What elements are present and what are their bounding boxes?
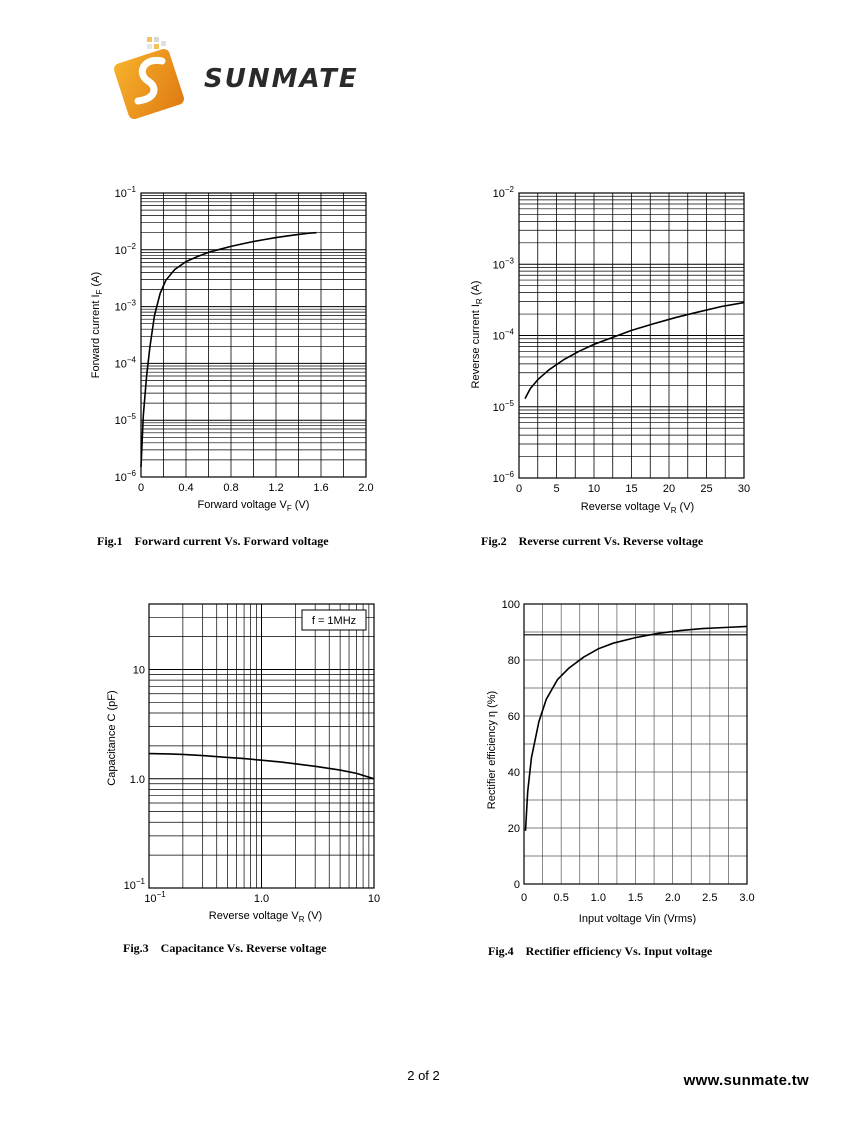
fig4-caption: Fig.4 Rectifier efficiency Vs. Input vol… (488, 944, 713, 958)
fig1-y-tick-label: 10−5 (115, 412, 137, 427)
fig3-x-tick-label: 1.0 (254, 893, 269, 905)
fig4-y-axis-label: Rectifier efficiency η (%) (486, 691, 498, 809)
fig2-y-tick-label: 10−5 (493, 399, 515, 414)
fig1-y-tick-label: 10−4 (115, 355, 137, 370)
fig2-x-tick-label: 10 (588, 483, 600, 495)
fig1-y-axis-label: Forward current IF (A) (90, 272, 104, 378)
fig3-y-axis-label: Capacitance C (pF) (106, 690, 118, 785)
fig3-caption: Fig.3 Capacitance Vs. Reverse voltage (123, 941, 327, 955)
fig1-y-tick-label: 10−1 (115, 185, 137, 200)
fig4-grid (523, 603, 748, 885)
fig3-annotation-box (301, 609, 367, 631)
fig3-frame (148, 603, 375, 889)
fig2-y-tick-label: 10−2 (493, 185, 515, 200)
fig2-y-tick-label: 10−3 (493, 256, 515, 271)
fig2-y-tick-label: 10−6 (493, 470, 515, 485)
fig2-x-tick-label: 25 (700, 483, 712, 495)
fig2-frame (518, 192, 745, 479)
fig2-caption: Fig.2 Reverse current Vs. Reverse voltag… (481, 534, 704, 548)
fig3-series-line (148, 752, 375, 780)
fig2-chart: 0 5 10 15 20 25 30 10−6 10−5 10−4 10−3 10−2 Reverse … (470, 185, 750, 515)
fig3-annotation-text: f = 1MHz (312, 615, 356, 627)
fig1-x-tick-label: 0.8 (223, 482, 238, 494)
fig3-y-tick-label: 10−1 (124, 877, 146, 892)
fig2-x-tick-label: 20 (663, 483, 675, 495)
fig4-series-line (524, 625, 748, 831)
logo-wordmark: SUNMATE (204, 64, 359, 94)
fig4-y-tick-label: 100 (502, 599, 520, 611)
fig3-x-axis-label: Reverse voltage VR (V) (209, 910, 322, 924)
fig1-y-tick-label: 10−3 (115, 299, 137, 314)
fig1-y-tick-label: 10−2 (115, 242, 137, 257)
fig1-caption: Fig.1 Forward current Vs. Forward voltag… (97, 534, 329, 548)
fig4-frame (523, 603, 748, 885)
fig4-x-tick-label: 3.0 (739, 892, 754, 904)
sunmate-logo: SUNMATE (114, 37, 359, 119)
fig2-x-tick-label: 15 (625, 483, 637, 495)
fig4-y-tick-label: 40 (508, 767, 520, 779)
fig2-x-axis-label: Reverse voltage VR (V) (581, 501, 694, 515)
fig1-grid (140, 192, 367, 478)
fig1-x-tick-label: 1.6 (313, 482, 328, 494)
fig3-chart: 10−1 1.0 10 10−1 1.0 10 Reverse voltage VR (V)… (106, 603, 380, 924)
fig4-x-tick-label: 1.5 (628, 892, 643, 904)
fig4-y-tick-label: 0 (514, 879, 520, 891)
fig1-x-tick-label: 0.4 (178, 482, 193, 494)
fig3-x-tick-label: 10 (368, 893, 380, 905)
fig4-x-axis-label: Input voltage Vin (Vrms) (579, 913, 696, 925)
fig4-x-tick-label: 0.5 (554, 892, 569, 904)
page-number: 2 of 2 (407, 1068, 440, 1083)
fig4-y-tick-label: 80 (508, 655, 520, 667)
logo-mark (114, 37, 184, 119)
fig2-y-axis-label: Reverse current IR (A) (470, 281, 484, 389)
fig3-x-tick-label: 10−1 (144, 890, 166, 905)
fig1-x-tick-label: 0 (138, 482, 144, 494)
fig3-y-tick-label: 1.0 (130, 774, 145, 786)
fig1-y-tick-label: 10−6 (115, 469, 137, 484)
fig1-frame (140, 192, 367, 478)
fig3-annotation: f = 1MHz (301, 609, 367, 631)
fig2-grid (518, 192, 745, 479)
fig1-chart: 0 0.4 0.8 1.2 1.6 2.0 10−6 10−5 10−4 10−3 10−2 10−1… (90, 185, 374, 513)
fig4-chart: 0 0.5 1.0 1.5 2.0 2.5 3.0 0 20 40 60 80 100 Input vol… (486, 599, 755, 925)
fig2-x-tick-label: 30 (738, 483, 750, 495)
fig2-y-tick-label: 10−4 (493, 328, 515, 343)
fig4-x-tick-label: 0 (521, 892, 527, 904)
fig3-grid (148, 604, 375, 889)
website-url[interactable]: www.sunmate.tw (683, 1072, 809, 1089)
fig2-x-tick-label: 5 (553, 483, 559, 495)
fig4-x-tick-label: 2.0 (665, 892, 680, 904)
fig4-x-tick-label: 2.5 (702, 892, 717, 904)
fig1-x-axis-label: Forward voltage VF (V) (198, 499, 310, 513)
fig4-y-tick-label: 20 (508, 823, 520, 835)
fig2-x-tick-label: 0 (516, 483, 522, 495)
fig4-x-tick-label: 1.0 (591, 892, 606, 904)
fig4-y-tick-label: 60 (508, 711, 520, 723)
fig1-series-line (140, 231, 317, 468)
fig1-x-tick-label: 2.0 (358, 482, 373, 494)
fig3-y-tick-label: 10 (133, 665, 145, 677)
fig1-x-tick-label: 1.2 (268, 482, 283, 494)
fig2-series-line (524, 301, 745, 399)
svg-text:SUNMATE: SUNMATE (204, 64, 359, 94)
